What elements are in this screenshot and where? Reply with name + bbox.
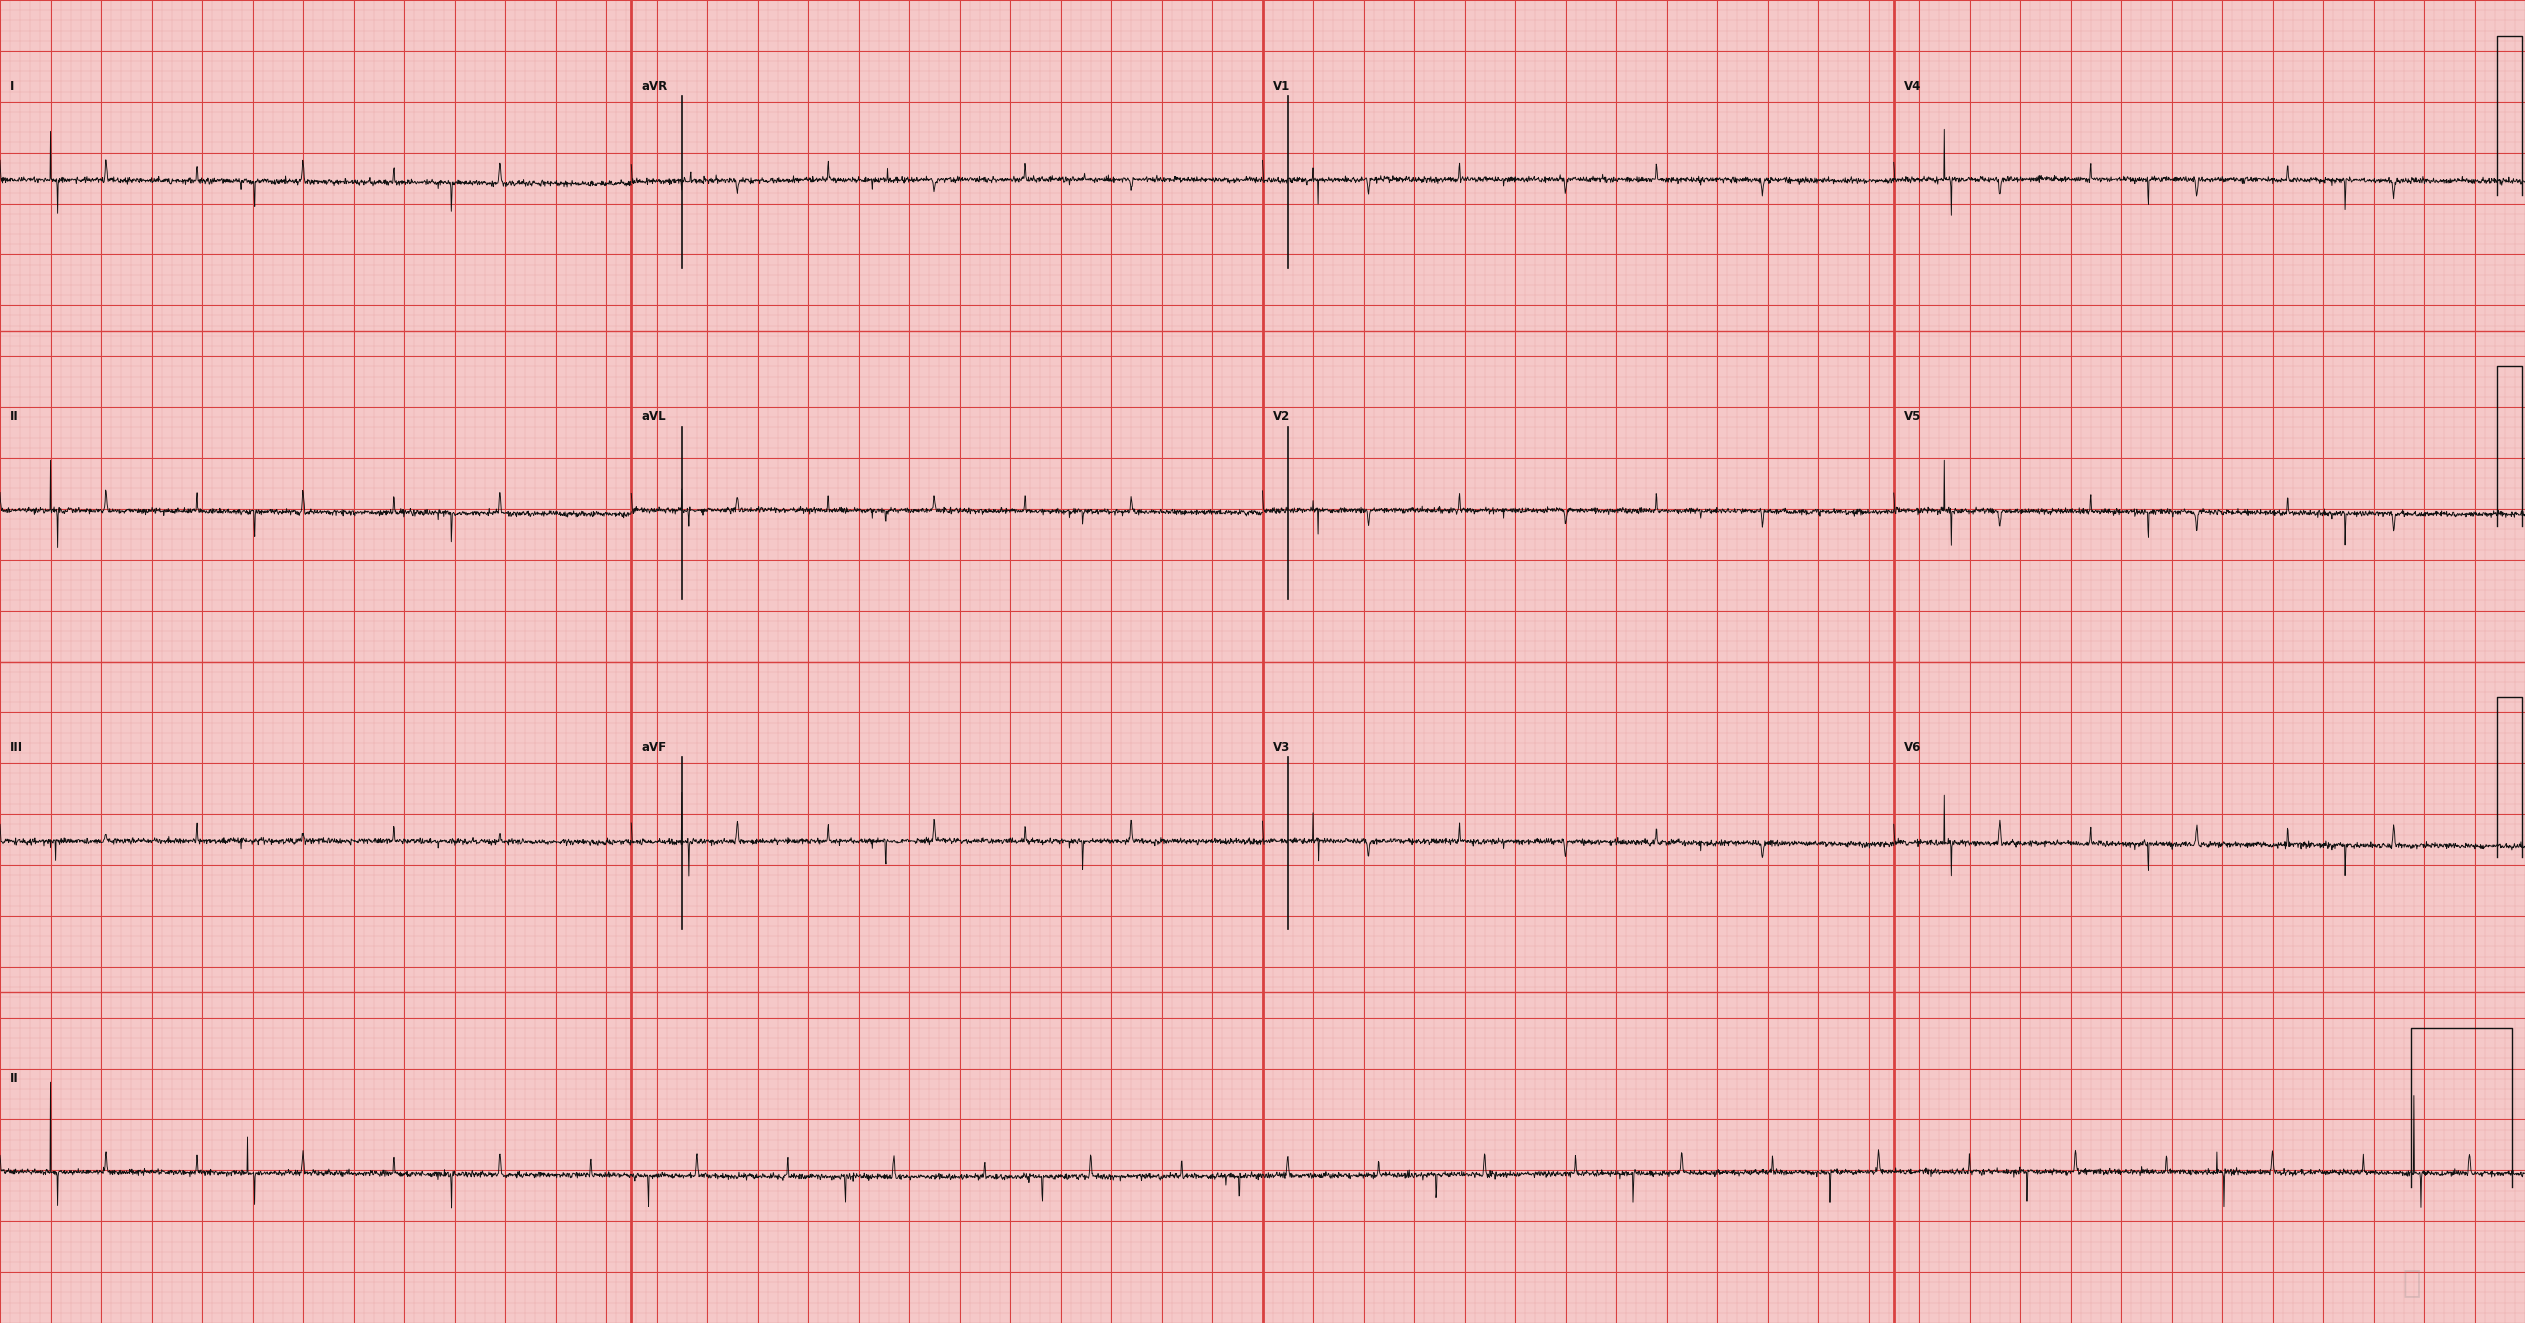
Text: 🦅: 🦅 <box>2401 1269 2421 1298</box>
Text: V6: V6 <box>1904 741 1922 754</box>
Text: I: I <box>10 79 15 93</box>
Text: V3: V3 <box>1273 741 1290 754</box>
Text: V2: V2 <box>1273 410 1290 423</box>
Text: II: II <box>10 410 18 423</box>
Text: II: II <box>10 1072 18 1085</box>
Text: V1: V1 <box>1273 79 1290 93</box>
Text: V5: V5 <box>1904 410 1922 423</box>
Text: aVF: aVF <box>641 741 667 754</box>
Text: III: III <box>10 741 23 754</box>
Text: V4: V4 <box>1904 79 1922 93</box>
Text: aVR: aVR <box>641 79 667 93</box>
Text: aVL: aVL <box>641 410 667 423</box>
